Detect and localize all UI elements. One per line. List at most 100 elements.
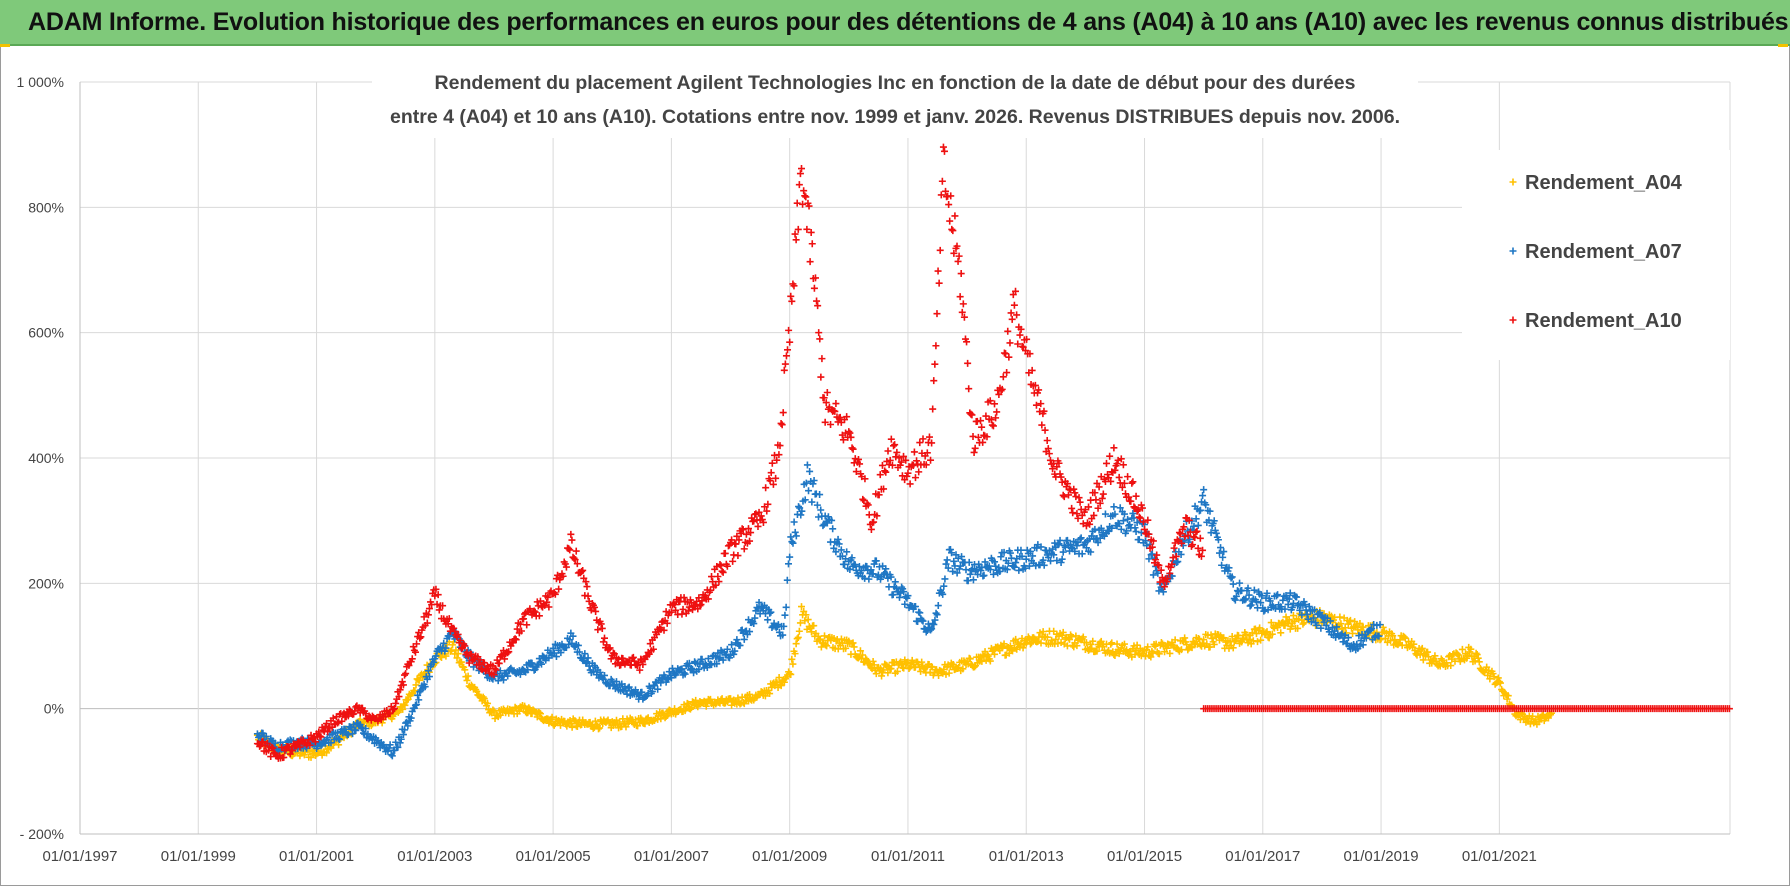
data-point	[986, 397, 994, 405]
data-point	[1059, 628, 1067, 636]
data-point	[1012, 635, 1020, 643]
data-point	[1055, 459, 1063, 467]
data-point	[723, 562, 731, 570]
data-point	[965, 558, 973, 566]
data-point	[1196, 506, 1204, 514]
x-tick-label: 01/01/2009	[752, 848, 827, 865]
data-point	[619, 654, 627, 662]
data-point	[1286, 589, 1294, 597]
data-point	[1424, 648, 1432, 656]
data-point	[1106, 649, 1114, 657]
data-point	[993, 408, 1001, 416]
data-point	[755, 508, 763, 516]
data-point	[396, 686, 404, 694]
data-point	[1346, 616, 1354, 624]
data-point	[896, 593, 904, 601]
data-point	[1245, 591, 1253, 599]
data-point	[1070, 485, 1078, 493]
data-point	[904, 469, 912, 477]
data-point	[806, 467, 814, 475]
data-point	[865, 575, 873, 583]
data-point	[1093, 647, 1101, 655]
data-point	[831, 407, 839, 415]
data-point	[1277, 629, 1285, 637]
data-point	[1281, 605, 1289, 613]
data-point	[728, 536, 736, 544]
data-point	[395, 693, 403, 701]
data-point	[809, 480, 817, 488]
data-point	[1094, 539, 1102, 547]
data-point	[1044, 553, 1052, 561]
data-point	[1072, 493, 1080, 501]
data-point	[801, 496, 809, 504]
data-point	[1017, 546, 1025, 554]
data-point	[387, 751, 395, 759]
data-point	[1206, 507, 1214, 515]
data-point	[344, 731, 352, 739]
x-tick-label: 01/01/2005	[516, 848, 591, 865]
data-point	[708, 573, 716, 581]
data-point	[598, 624, 606, 632]
data-point	[1115, 520, 1123, 528]
data-point	[970, 448, 978, 456]
data-point	[746, 537, 754, 545]
data-point	[759, 518, 767, 526]
data-point	[530, 607, 538, 615]
data-point	[1010, 301, 1018, 309]
data-point	[950, 249, 958, 257]
data-point	[991, 558, 999, 566]
data-point	[851, 561, 859, 569]
data-point	[781, 360, 789, 368]
x-tick-label: 01/01/1999	[161, 848, 236, 865]
data-point	[747, 529, 755, 537]
data-point	[1198, 498, 1206, 506]
data-point	[719, 656, 727, 664]
data-point	[496, 711, 504, 719]
data-point	[791, 230, 799, 238]
data-point	[1037, 400, 1045, 408]
data-point	[832, 548, 840, 556]
data-point	[1432, 657, 1440, 665]
data-point	[811, 274, 819, 282]
data-point	[981, 558, 989, 566]
data-point	[1028, 639, 1036, 647]
data-point	[412, 681, 420, 689]
data-point	[573, 560, 581, 568]
data-point	[1197, 552, 1205, 560]
data-point	[1125, 493, 1133, 501]
data-point	[1004, 327, 1012, 335]
y-tick-label: 400%	[28, 450, 64, 466]
data-point	[690, 669, 698, 677]
data-point	[1149, 571, 1157, 579]
data-point	[846, 565, 854, 573]
data-point	[681, 707, 689, 715]
data-point	[1535, 718, 1543, 726]
x-tick-label: 01/01/2007	[634, 848, 709, 865]
data-point	[751, 614, 759, 622]
data-point	[772, 474, 780, 482]
data-point	[1032, 401, 1040, 409]
data-point	[521, 702, 529, 710]
data-point	[319, 726, 327, 734]
data-point	[928, 625, 936, 633]
data-point	[787, 670, 795, 678]
data-point	[489, 675, 497, 683]
data-point	[935, 279, 943, 287]
data-point	[718, 695, 726, 703]
data-point	[1006, 642, 1014, 650]
data-point	[974, 433, 982, 441]
data-point	[780, 622, 788, 630]
data-point	[1338, 630, 1346, 638]
report-title: ADAM Informe. Evolution historique des p…	[28, 8, 1789, 36]
data-point	[1063, 480, 1071, 488]
data-point	[504, 672, 512, 680]
data-point	[1370, 620, 1378, 628]
data-point	[504, 649, 512, 657]
data-point	[1214, 536, 1222, 544]
data-point	[869, 570, 877, 578]
data-point	[986, 566, 994, 574]
data-point	[979, 438, 987, 446]
data-point	[456, 637, 464, 645]
data-point	[959, 300, 967, 308]
data-point	[1104, 470, 1112, 478]
